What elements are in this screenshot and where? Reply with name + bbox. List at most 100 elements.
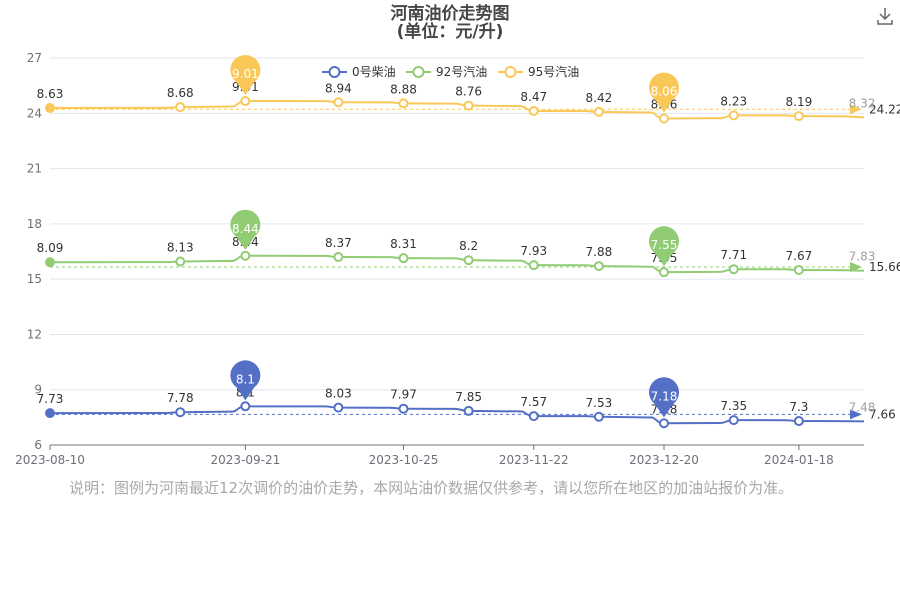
data-point[interactable] [728,415,739,426]
data-point[interactable] [728,110,739,121]
data-point[interactable] [463,255,474,266]
legend-label[interactable]: 95号汽油 [528,64,579,79]
legend-marker[interactable] [328,66,341,78]
data-point[interactable] [240,401,251,412]
x-tick-label: 2023-08-10 [15,453,85,467]
x-tick-label: 2023-11-22 [499,453,569,467]
data-label: 7.93 [520,244,547,258]
data-point[interactable] [463,100,474,111]
data-point[interactable] [175,102,186,113]
data-point[interactable] [528,260,539,271]
min-pin [648,377,679,418]
data-point[interactable] [240,95,251,106]
legend-label[interactable]: 0号柴油 [352,65,396,79]
data-point[interactable] [658,267,669,278]
data-label: 8.13 [167,240,194,254]
chart-subtitle: (单位：元/升) [396,22,504,42]
data-point[interactable] [593,261,604,272]
min-pin-label: 7.18 [651,389,678,403]
data-point[interactable] [45,257,55,268]
data-point[interactable] [398,403,409,414]
data-point[interactable] [528,411,539,422]
x-tick-label: 2023-10-25 [369,453,439,467]
data-point[interactable] [658,418,669,429]
x-tick-label: 2024-01-18 [764,453,834,467]
data-point[interactable] [175,407,186,418]
data-label: 7.83 [849,250,876,264]
average-label: 24.22 [869,102,900,116]
data-point[interactable] [793,264,804,275]
data-point[interactable] [45,408,55,419]
chart-note: 说明：图例为河南最近12次调价的油价走势，本网站油价数据仅供参考，请以您所在地区… [69,479,794,497]
data-point[interactable] [398,98,409,109]
data-label: 8.2 [459,239,478,253]
data-label: 8.32 [849,96,876,110]
data-point[interactable] [593,411,604,422]
x-tick-label: 2023-12-20 [629,453,699,467]
data-label: 7.71 [720,248,747,262]
average-arrow [850,104,862,115]
data-point[interactable] [463,405,474,416]
y-tick-label: 27 [27,51,42,65]
data-label: 7.57 [520,395,547,409]
data-label: 8.88 [390,82,417,96]
data-point[interactable] [658,113,669,124]
max-pin [230,209,261,250]
y-tick-label: 9 [34,383,42,397]
data-label: 8.09 [37,241,64,255]
download-button[interactable] [874,5,896,27]
data-point[interactable] [728,264,739,275]
data-point[interactable] [45,102,55,113]
data-point[interactable] [333,252,344,263]
data-label: 8.23 [720,94,747,108]
data-label: 8.68 [167,86,194,100]
data-point[interactable] [333,402,344,413]
data-label: 7.85 [455,390,482,404]
data-label: 7.67 [786,249,813,263]
data-label: 8.42 [586,91,613,105]
data-label: 8.63 [37,87,64,101]
average-arrow [850,409,862,420]
data-point[interactable] [240,250,251,261]
data-label: 7.78 [167,391,194,405]
download-icon [877,8,893,25]
min-pin-label: 8.06 [651,84,678,98]
legend-marker[interactable] [504,66,517,78]
data-point[interactable] [333,97,344,108]
data-label: 7.73 [37,392,64,406]
min-pin-label: 7.55 [651,238,678,252]
data-point[interactable] [793,111,804,122]
y-tick-label: 18 [27,217,42,231]
data-point[interactable] [398,253,409,264]
y-tick-label: 6 [34,438,42,452]
data-label: 8.47 [520,90,547,104]
y-tick-label: 24 [27,106,42,120]
max-pin [230,54,261,95]
y-tick-label: 21 [27,162,42,176]
data-label: 8.31 [390,237,417,251]
data-label: 8.76 [455,85,482,99]
data-label: 8.03 [325,387,352,401]
legend-marker[interactable] [412,66,425,78]
min-pin [648,226,679,267]
average-label: 7.66 [869,407,896,421]
max-pin-label: 8.44 [232,222,259,236]
data-label: 8.37 [325,236,352,250]
legend-label[interactable]: 92号汽油 [436,64,487,79]
data-label: 7.35 [720,399,747,413]
data-point[interactable] [593,106,604,117]
data-label: 7.3 [789,400,808,414]
y-tick-label: 12 [27,327,42,341]
chart-title: 河南油价走势图 [390,4,510,24]
max-pin-label: 8.1 [236,372,255,386]
data-label: 7.48 [849,400,876,414]
data-point[interactable] [175,256,186,267]
data-label: 8.94 [325,81,352,95]
data-point[interactable] [528,105,539,116]
average-arrow [850,262,862,273]
average-label: 15.66 [869,260,900,274]
data-label: 8.19 [786,95,813,109]
data-label: 7.97 [390,388,417,402]
data-point[interactable] [793,416,804,427]
